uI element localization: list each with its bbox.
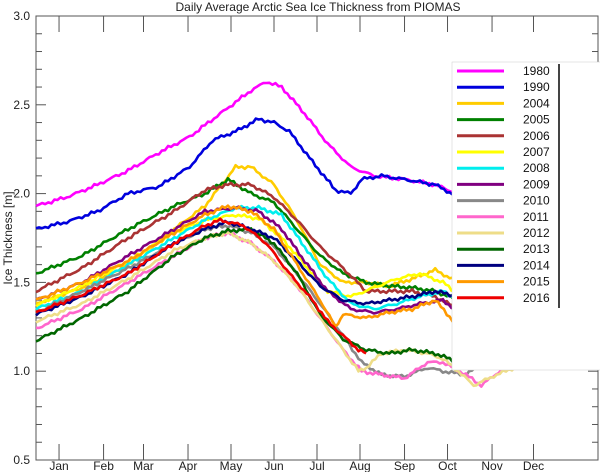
x-tick-label: Jun [264,459,283,472]
y-tick-label: 2.5 [13,98,30,112]
legend-label-2007: 2007 [523,145,550,159]
series-line-2012 [35,230,597,388]
x-tick-label: Aug [349,459,370,472]
legend-label-2005: 2005 [523,113,550,127]
legend-label-2008: 2008 [523,161,550,175]
legend-label-2011: 2011 [523,210,549,224]
y-tick-label: 1.0 [13,364,30,378]
x-tick-label: Sep [394,459,416,472]
y-tick-label: 2.0 [13,187,30,201]
legend-label-2010: 2010 [523,194,550,208]
y-tick-label: 1.5 [13,275,30,289]
x-tick-label: Nov [481,459,502,472]
legend-label-1980: 1980 [523,64,550,78]
legend-label-2009: 2009 [523,177,550,191]
x-tick-label: Jul [309,459,324,472]
x-tick-label: Oct [438,459,457,472]
legend-label-2012: 2012 [523,226,550,240]
series-line-2016 [35,217,367,355]
x-axis: Jan Feb Mar Apr May Jun Jul Aug Sep Oct Nov Dec [49,16,544,472]
x-tick-label: Dec [523,459,544,472]
x-tick-label: Jan [49,459,68,472]
legend: 1980 1990 2004 2005 2006 2007 2008 2009 2010 2011… [451,61,600,371]
legend-label-2004: 2004 [523,96,550,110]
x-tick-label: Feb [93,459,114,472]
chart-title: Daily Average Arctic Sea Ice Thickness f… [176,0,461,14]
x-tick-label: Mar [133,459,154,472]
y-tick-label: 0.5 [13,453,30,467]
legend-label-2015: 2015 [523,275,550,289]
y-tick-label: 3.0 [13,9,30,23]
x-tick-label: May [220,459,243,472]
legend-label-2016: 2016 [523,291,550,305]
legend-label-2013: 2013 [523,242,550,256]
legend-label-1990: 1990 [523,80,550,94]
legend-label-2006: 2006 [523,129,550,143]
legend-label-2014: 2014 [523,258,550,272]
y-axis-label: Ice Thickness [m] [1,191,15,284]
x-tick-label: Apr [179,459,198,472]
